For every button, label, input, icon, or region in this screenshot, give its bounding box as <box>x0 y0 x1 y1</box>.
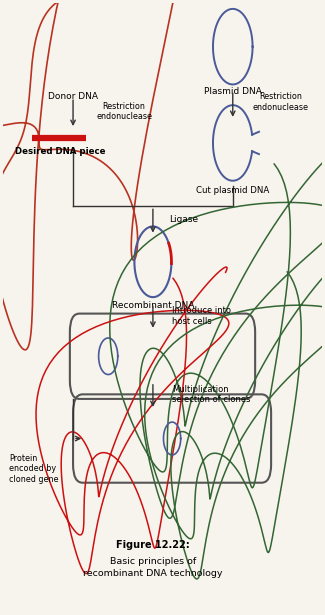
Text: Multiplication
selection of clones: Multiplication selection of clones <box>172 385 251 404</box>
Text: Figure 12.22:: Figure 12.22: <box>116 541 190 550</box>
Text: Protein
encoded by
cloned gene: Protein encoded by cloned gene <box>9 454 59 483</box>
Text: Restriction
endonuclease: Restriction endonuclease <box>96 101 152 121</box>
Text: Cut plasmid DNA: Cut plasmid DNA <box>196 186 269 194</box>
Text: Basic principles of
recombinant DNA technology: Basic principles of recombinant DNA tech… <box>83 557 223 578</box>
Text: Ligase: Ligase <box>169 215 198 224</box>
Text: Restriction
endonuclease: Restriction endonuclease <box>253 92 309 112</box>
Text: Donor DNA: Donor DNA <box>48 92 98 101</box>
Text: Plasmid DNA: Plasmid DNA <box>204 87 262 96</box>
Text: Recombinant DNA: Recombinant DNA <box>112 301 194 311</box>
Text: Introduce into
host cells: Introduce into host cells <box>172 306 231 326</box>
Text: Desired DNA piece: Desired DNA piece <box>15 147 106 156</box>
